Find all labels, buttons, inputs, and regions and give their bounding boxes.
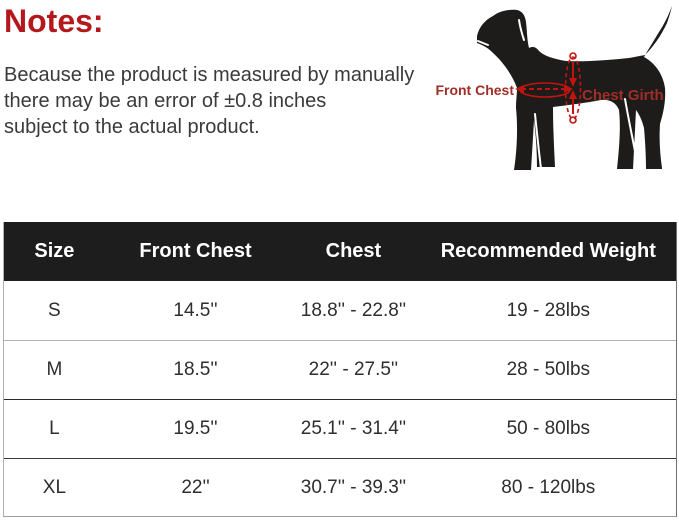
cell-chest: 25.1'' - 31.4'' [300,418,407,439]
cell-weight: 50 - 80lbs [506,418,591,439]
table-row: M 18.5'' 22'' - 27.5'' 28 - 50lbs [4,340,676,399]
table-row: S 14.5'' 18.8'' - 22.8'' 19 - 28lbs [4,281,676,340]
notes-section: Notes: Because the product is measured b… [4,2,434,140]
table-row: XL 22'' 30.7'' - 39.3'' 80 - 120lbs [4,458,676,516]
cell-chest: 30.7'' - 39.3'' [300,476,407,498]
notes-body: Because the product is measured by manua… [4,62,434,140]
note-line: there may be an error of ±0.8 inches [4,90,327,112]
size-table-header-row: Size Front Chest Chest Recommended Weigh… [4,222,676,281]
cell-front-chest: 18.5'' [173,359,218,380]
dog-measurement-diagram: Front Chest Chest Girth [435,6,672,170]
chest-girth-arrowhead-up [569,90,577,99]
cell-front-chest: 14.5'' [173,299,218,321]
cell-chest: 22'' - 27.5'' [308,359,399,380]
chest-girth-label: Chest Girth [582,87,664,104]
cell-chest: 18.8'' - 22.8'' [300,299,407,321]
cell-size: XL [42,476,67,498]
chest-girth-bottom-loop [569,116,577,124]
dog-mouth-line [477,40,489,46]
header-cell-recommended-weight: Recommended Weight [440,240,656,262]
dog-ear-line [518,19,525,41]
header-cell-chest: Chest [325,240,382,262]
size-table: Size Front Chest Chest Recommended Weigh… [3,222,677,517]
dog-front-leg-gap [534,113,542,170]
dog-silhouette-icon [477,6,672,170]
cell-weight: 28 - 50lbs [506,359,591,380]
front-chest-arrowhead-left [515,85,524,93]
cell-weight: 19 - 28lbs [506,299,591,321]
chest-girth-top-loop [569,52,577,60]
cell-weight: 80 - 120lbs [501,476,596,498]
cell-size: L [49,418,60,439]
header-cell-size: Size [34,240,75,262]
note-line: subject to the actual product. [4,116,260,138]
cell-size: M [46,359,63,380]
header-cell-front-chest: Front Chest [139,240,252,262]
cell-size: S [48,299,61,321]
cell-front-chest: 19.5'' [173,418,218,439]
dog-rear-leg-gap [624,98,639,168]
note-line: Because the product is measured by manua… [4,64,415,86]
notes-title: Notes: [4,3,104,39]
chest-girth-arrowhead-down [569,78,577,87]
front-chest-label: Front Chest [435,82,514,98]
cell-front-chest: 22'' [181,476,210,498]
table-row: L 19.5'' 25.1'' - 31.4'' 50 - 80lbs [4,399,676,458]
chest-girth-ellipse [564,56,582,120]
